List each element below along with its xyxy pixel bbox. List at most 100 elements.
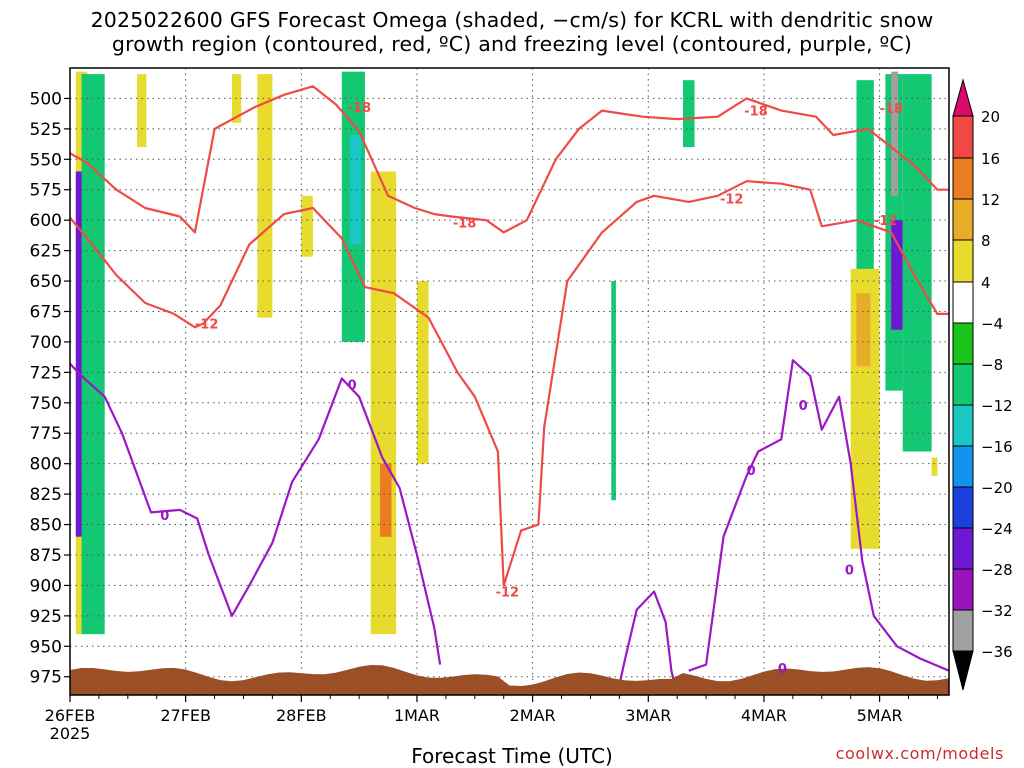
colorbar: 20 16 12 8 4 −4 −8 −12 −16 −20 −24 −28 −32 −36	[952, 78, 1013, 691]
contour-label: -12	[720, 192, 744, 207]
y-tick-label: 550	[30, 150, 62, 170]
colorbar-bin	[952, 527, 974, 570]
omega-region	[891, 71, 899, 196]
colorbar-bin	[952, 404, 974, 447]
grid-lines	[70, 68, 949, 695]
chart-title-line-1: 2025022600 GFS Forecast Omega (shaded, −…	[90, 8, 934, 32]
colorbar-label: −12	[981, 397, 1013, 415]
y-tick-label: 800	[30, 455, 62, 475]
x-tick-label: 2MAR	[510, 706, 556, 725]
contour-label: -12	[874, 214, 898, 229]
colorbar-label: 8	[981, 232, 991, 250]
colorbar-bin	[952, 239, 974, 283]
y-tick-label: 825	[30, 485, 62, 505]
colorbar-bin	[952, 363, 974, 406]
terrain	[70, 665, 949, 695]
omega-region	[611, 281, 616, 501]
x-tick-label: 3MAR	[625, 706, 671, 725]
colorbar-top-arrow	[952, 78, 974, 117]
colorbar-label: 16	[981, 150, 1000, 168]
colorbar-bin	[952, 568, 974, 611]
x-tick-label: 1MAR	[394, 706, 440, 725]
x-tick-label: 27FEB	[160, 706, 211, 725]
colorbar-label: 4	[981, 274, 991, 292]
contour-labels: -18 -18 -18 -18 -12 -12 -12 -12 0 0 0 0 0 0	[160, 101, 903, 677]
contour-label: -18	[744, 105, 768, 120]
credit-text: coolwx.com/models	[835, 744, 1004, 763]
y-tick-label: 975	[30, 668, 62, 688]
contour-line	[688, 359, 949, 672]
y-tick-label: 850	[30, 516, 62, 536]
colorbar-bin	[952, 115, 974, 159]
plot-background	[70, 68, 949, 695]
omega-region	[891, 220, 903, 330]
x-year-label: 2025	[50, 724, 91, 743]
omega-region	[231, 74, 242, 123]
colorbar-bin	[952, 198, 974, 241]
y-tick-label: 500	[30, 89, 62, 109]
colorbar-label: −16	[981, 438, 1013, 456]
y-tick-label: 875	[30, 546, 62, 566]
colorbar-bin	[952, 486, 974, 529]
colorbar-bin	[952, 281, 974, 324]
colorbar-label: 12	[981, 191, 1000, 209]
omega-region	[370, 171, 397, 635]
colorbar-label: −32	[981, 602, 1013, 620]
y-tick-label: 575	[30, 181, 62, 201]
contour-label: -12	[195, 318, 219, 333]
colorbar-bin	[952, 609, 974, 652]
omega-region	[931, 457, 938, 476]
colorbar-label: −24	[981, 520, 1013, 538]
contour-lines	[70, 85, 949, 695]
omega-region	[137, 74, 147, 148]
y-tick-label: 650	[30, 272, 62, 292]
contour-label: -18	[453, 217, 477, 232]
y-tick-label: 525	[30, 120, 62, 140]
omega-region	[682, 80, 695, 148]
y-tick-label: 625	[30, 242, 62, 262]
contour-line	[70, 85, 949, 234]
colorbar-label: −8	[981, 356, 1003, 374]
contour-label: 0	[778, 662, 787, 677]
contour-label: 0	[845, 564, 854, 579]
y-tick-label: 775	[30, 424, 62, 444]
x-axis: 26FEB 27FEB 28FEB 1MAR 2MAR 3MAR 4MAR 5MAR 2025	[45, 695, 938, 743]
colorbar-bin	[952, 157, 974, 200]
chart-title-line-2: growth region (contoured, red, ºC) and f…	[111, 32, 913, 56]
colorbar-label: −28	[981, 561, 1013, 579]
contour-line	[70, 180, 949, 587]
colorbar-label: −36	[981, 643, 1013, 661]
contour-label: 0	[348, 379, 357, 394]
omega-region	[856, 293, 871, 367]
contour-label: 0	[160, 509, 169, 524]
y-tick-label: 725	[30, 363, 62, 383]
y-tick-label: 950	[30, 637, 62, 657]
y-tick-label: 675	[30, 302, 62, 322]
colorbar-bottom-arrow	[952, 650, 974, 691]
contour-label: 0	[799, 399, 808, 414]
x-tick-label: 4MAR	[741, 706, 787, 725]
plot-frame	[69, 67, 950, 696]
contour-label: -18	[348, 101, 372, 116]
omega-region	[75, 171, 84, 537]
contour-label: -18	[880, 102, 904, 117]
colorbar-label: −20	[981, 479, 1013, 497]
omega-region	[349, 134, 362, 245]
contour-line	[616, 590, 679, 695]
x-axis-label: Forecast Time (UTC)	[411, 744, 613, 768]
contour-label: 0	[747, 464, 756, 479]
omega-region	[301, 195, 313, 257]
y-tick-label: 600	[30, 211, 62, 231]
colorbar-label: −4	[981, 315, 1003, 333]
y-tick-label: 900	[30, 576, 62, 596]
x-tick-label: 28FEB	[276, 706, 327, 725]
colorbar-bin	[952, 445, 974, 488]
colorbar-bin	[952, 322, 974, 365]
omega-region	[379, 463, 392, 537]
terrain-fill	[70, 665, 949, 695]
y-tick-label: 700	[30, 333, 62, 353]
omega-region	[81, 74, 105, 635]
x-tick-label: 26FEB	[45, 706, 96, 725]
x-tick-label: 5MAR	[857, 706, 903, 725]
